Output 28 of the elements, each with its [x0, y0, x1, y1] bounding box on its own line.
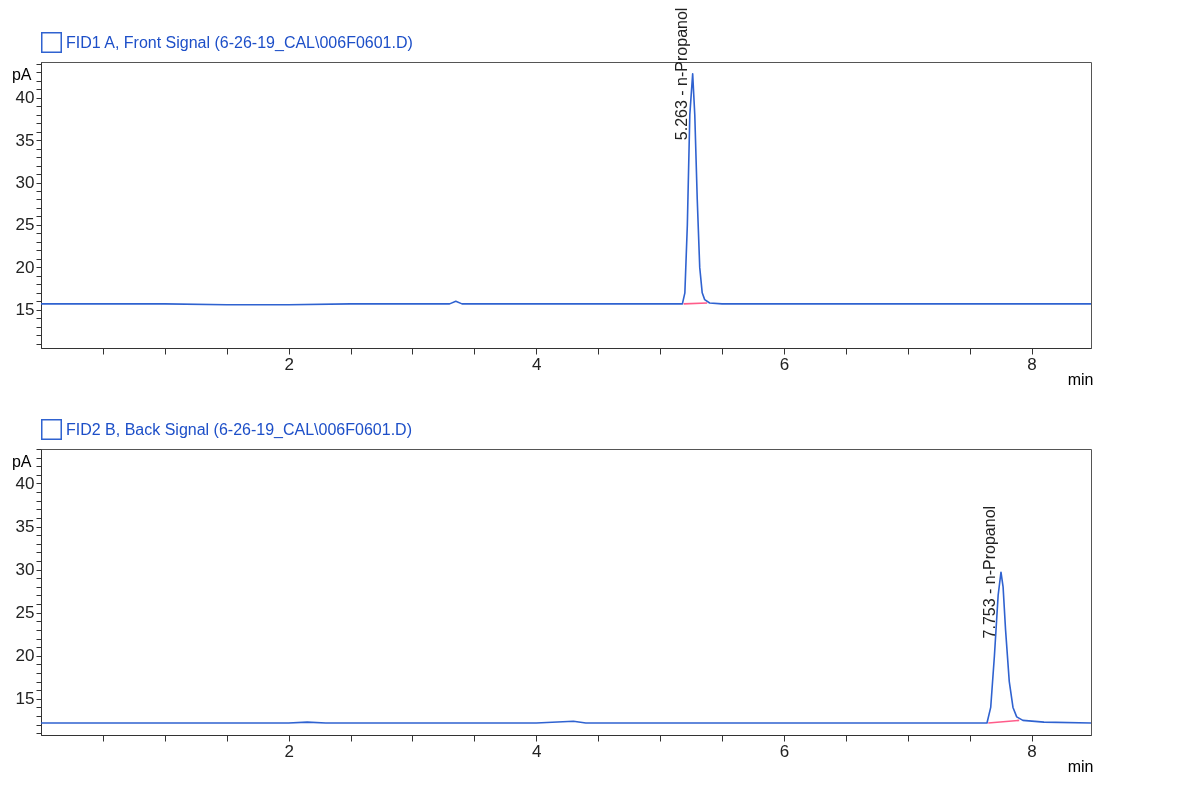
y-tick-label: 25	[15, 603, 35, 623]
annotation: 5.263 - n-Propanol	[672, 7, 690, 141]
y-axis-title: pA	[11, 65, 32, 83]
x-tick-label: 2	[284, 354, 294, 374]
y-tick-label: 20	[15, 257, 35, 277]
annotation: 7.753 - n-Propanol	[980, 505, 998, 639]
x-tick-label: 4	[532, 354, 542, 374]
y-tick-label: 30	[15, 560, 35, 580]
y-tick-label: 25	[15, 215, 35, 235]
x-tick-label: 6	[779, 354, 790, 374]
y-tick-label: 40	[15, 473, 35, 493]
x-tick-label: 2	[284, 741, 294, 761]
y-tick-label: 15	[15, 689, 35, 709]
x-tick-label: 6	[779, 741, 790, 761]
y-tick-label: 30	[15, 173, 35, 193]
y-axis-title: pA	[11, 452, 32, 470]
y-tick-label: 40	[15, 88, 35, 108]
y-tick-label: 35	[15, 517, 35, 537]
y-tick-label: 35	[15, 130, 35, 150]
y-tick-label: 15	[15, 300, 35, 320]
y-tick-label: 20	[15, 646, 35, 666]
x-tick-label: 8	[1027, 354, 1037, 374]
x-axis-title: min	[1067, 370, 1094, 388]
x-tick-label: 8	[1027, 741, 1037, 761]
legend-label: FID1 A, Front Signal (6-26-19_CAL\006F0601.D)	[66, 33, 413, 52]
x-axis-title: min	[1067, 757, 1094, 775]
x-tick-label: 4	[532, 741, 542, 761]
legend-label: FID2 B, Back Signal (6-26-19_CAL\006F0601.D)	[66, 420, 412, 439]
